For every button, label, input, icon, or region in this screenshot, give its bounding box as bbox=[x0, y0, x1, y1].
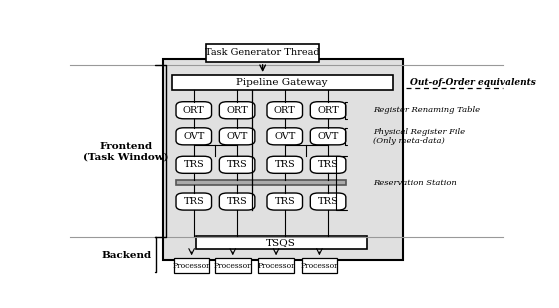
FancyBboxPatch shape bbox=[196, 236, 367, 249]
FancyBboxPatch shape bbox=[219, 128, 255, 145]
Text: TRS: TRS bbox=[183, 160, 204, 169]
Text: Register Renaming Table: Register Renaming Table bbox=[373, 106, 480, 114]
Text: ORT: ORT bbox=[183, 106, 205, 115]
Text: Processor: Processor bbox=[257, 261, 295, 270]
Text: Backend: Backend bbox=[101, 251, 151, 260]
Text: Frontend
(Task Window): Frontend (Task Window) bbox=[83, 142, 169, 161]
FancyBboxPatch shape bbox=[215, 258, 250, 273]
Text: Reservation Station: Reservation Station bbox=[373, 179, 457, 187]
Text: ORT: ORT bbox=[274, 106, 296, 115]
FancyBboxPatch shape bbox=[163, 59, 404, 260]
Text: TRS: TRS bbox=[227, 160, 248, 169]
Text: OVT: OVT bbox=[318, 132, 339, 141]
Text: TRS: TRS bbox=[183, 197, 204, 206]
FancyBboxPatch shape bbox=[174, 258, 210, 273]
FancyBboxPatch shape bbox=[176, 193, 211, 210]
FancyBboxPatch shape bbox=[267, 156, 302, 173]
Text: OVT: OVT bbox=[226, 132, 248, 141]
FancyBboxPatch shape bbox=[172, 75, 392, 90]
Text: ORT: ORT bbox=[317, 106, 339, 115]
FancyBboxPatch shape bbox=[310, 128, 346, 145]
FancyBboxPatch shape bbox=[176, 128, 211, 145]
Text: OVT: OVT bbox=[274, 132, 296, 141]
FancyBboxPatch shape bbox=[206, 44, 319, 62]
Text: TRS: TRS bbox=[227, 197, 248, 206]
Text: TRS: TRS bbox=[318, 197, 338, 206]
FancyBboxPatch shape bbox=[258, 258, 294, 273]
Text: Physical Register File
(Only meta-data): Physical Register File (Only meta-data) bbox=[373, 128, 465, 145]
FancyBboxPatch shape bbox=[176, 156, 211, 173]
Text: ORT: ORT bbox=[226, 106, 248, 115]
Text: OVT: OVT bbox=[183, 132, 205, 141]
FancyBboxPatch shape bbox=[267, 128, 302, 145]
FancyBboxPatch shape bbox=[302, 258, 337, 273]
FancyBboxPatch shape bbox=[176, 180, 346, 185]
Text: Task Generator Thread: Task Generator Thread bbox=[205, 48, 320, 58]
FancyBboxPatch shape bbox=[310, 156, 346, 173]
Text: TRS: TRS bbox=[318, 160, 338, 169]
FancyBboxPatch shape bbox=[310, 193, 346, 210]
Text: Processor: Processor bbox=[214, 261, 252, 270]
FancyBboxPatch shape bbox=[219, 156, 255, 173]
Text: TSQS: TSQS bbox=[266, 238, 296, 247]
Text: Pipeline Gateway: Pipeline Gateway bbox=[236, 78, 328, 87]
FancyBboxPatch shape bbox=[219, 102, 255, 119]
Text: Out-of-Order equivalents: Out-of-Order equivalents bbox=[410, 78, 536, 87]
Text: Processor: Processor bbox=[173, 261, 210, 270]
FancyBboxPatch shape bbox=[176, 102, 211, 119]
FancyBboxPatch shape bbox=[267, 193, 302, 210]
Text: TRS: TRS bbox=[274, 197, 295, 206]
FancyBboxPatch shape bbox=[267, 102, 302, 119]
Text: Processor: Processor bbox=[301, 261, 338, 270]
Text: TRS: TRS bbox=[274, 160, 295, 169]
FancyBboxPatch shape bbox=[219, 193, 255, 210]
FancyBboxPatch shape bbox=[310, 102, 346, 119]
